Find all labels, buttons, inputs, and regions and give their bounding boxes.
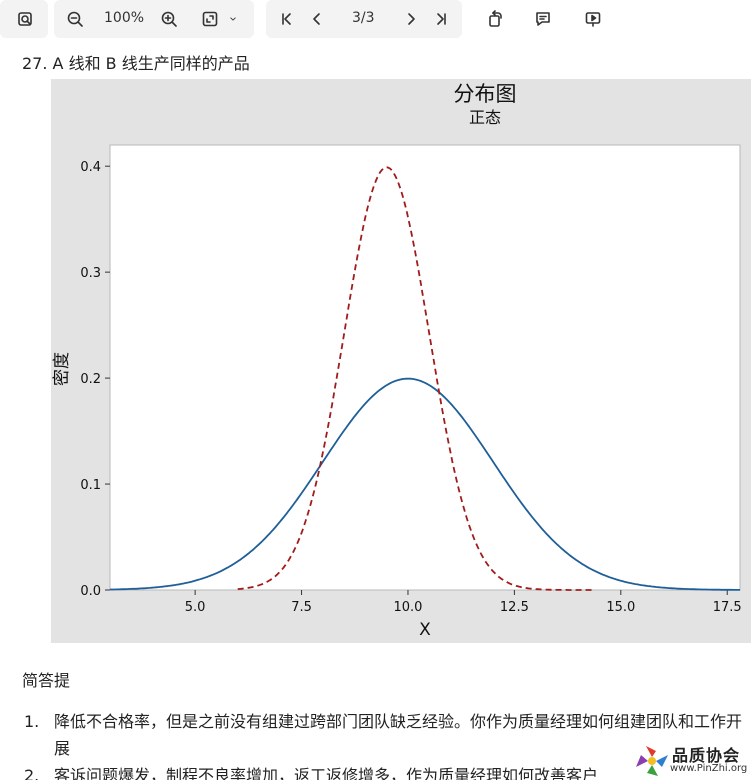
chart-subtitle: 正态	[469, 108, 501, 127]
list-item-number: 1.	[24, 712, 40, 731]
list-item-number: 2.	[24, 766, 40, 780]
x-tick-label: 12.5	[500, 600, 529, 615]
logo-title: 品质协会	[672, 746, 741, 765]
question-heading: 27. A 线和 B 线生产同样的产品	[22, 54, 250, 73]
present-icon[interactable]	[580, 6, 606, 32]
y-tick-label: 0.0	[80, 584, 101, 599]
y-axis-label: 密度	[52, 352, 72, 386]
chart-title: 分布图	[454, 82, 517, 106]
page-indicator[interactable]: 3/3	[352, 10, 375, 26]
list-item: 2. 客诉问题爆发，制程不良率增加，返工返修增多，作为质量经理如何改善客户	[22, 762, 742, 780]
prev-page-icon[interactable]	[304, 6, 330, 32]
logo-icon	[636, 746, 668, 776]
zoom-out-icon[interactable]	[62, 6, 88, 32]
x-tick-label: 10.0	[393, 600, 422, 615]
fit-page-icon[interactable]	[197, 6, 223, 32]
toolbar-group-pages: 3/3	[266, 0, 462, 38]
series-line-dashed	[237, 166, 596, 591]
y-tick-label: 0.2	[80, 372, 101, 387]
zoom-in-icon[interactable]	[156, 6, 182, 32]
series-line-solid	[110, 377, 740, 591]
toolbar-group-search	[0, 0, 48, 38]
list-item-text: 客诉问题爆发，制程不良率增加，返工返修增多，作为质量经理如何改善客户	[54, 766, 599, 780]
distribution-chart: 分布图 正态 X 密度 5.0 7.5 10.0 12.5 15.0 17.5 0.0 0.1…	[51, 79, 751, 643]
last-page-icon[interactable]	[428, 6, 454, 32]
question-list: 1. 降低不合格率，但是之前没有组建过跨部门团队缺乏经验。你作为质量经理如何组建…	[22, 708, 742, 780]
watermark-logo: 品质协会 www.PinZhi.org	[630, 742, 756, 780]
logo-site: www.PinZhi.org	[670, 763, 748, 774]
section-title: 简答提	[22, 671, 71, 690]
y-tick-label: 0.3	[80, 266, 101, 281]
first-page-icon[interactable]	[274, 6, 300, 32]
comment-icon[interactable]	[530, 6, 556, 32]
x-tick-label: 15.0	[606, 600, 635, 615]
plot-area	[109, 144, 741, 591]
search-doc-icon[interactable]	[12, 6, 38, 32]
x-tick-label: 5.0	[185, 600, 206, 615]
y-tick-label: 0.4	[80, 160, 101, 175]
x-axis-label: X	[419, 620, 431, 640]
toolbar-group-zoom: 100%	[54, 0, 254, 38]
rotate-icon[interactable]	[482, 6, 508, 32]
y-tick-label: 0.1	[80, 478, 101, 493]
viewer-toolbar: 100% 3/3	[0, 0, 756, 40]
x-tick-label: 7.5	[291, 600, 312, 615]
chevron-down-icon[interactable]	[224, 6, 242, 32]
list-item: 1. 降低不合格率，但是之前没有组建过跨部门团队缺乏经验。你作为质量经理如何组建…	[22, 708, 742, 762]
list-item-text: 降低不合格率，但是之前没有组建过跨部门团队缺乏经验。你作为质量经理如何组建团队和…	[54, 712, 743, 758]
next-page-icon[interactable]	[398, 6, 424, 32]
zoom-level[interactable]: 100%	[104, 10, 145, 26]
axis-ticks: 5.0 7.5 10.0 12.5 15.0 17.5 0.0 0.1 0.2 0.3 0.4	[80, 160, 741, 615]
x-tick-label: 17.5	[713, 600, 742, 615]
chart-canvas: 分布图 正态 X 密度 5.0 7.5 10.0 12.5 15.0 17.5 0.0 0.1…	[52, 82, 742, 640]
